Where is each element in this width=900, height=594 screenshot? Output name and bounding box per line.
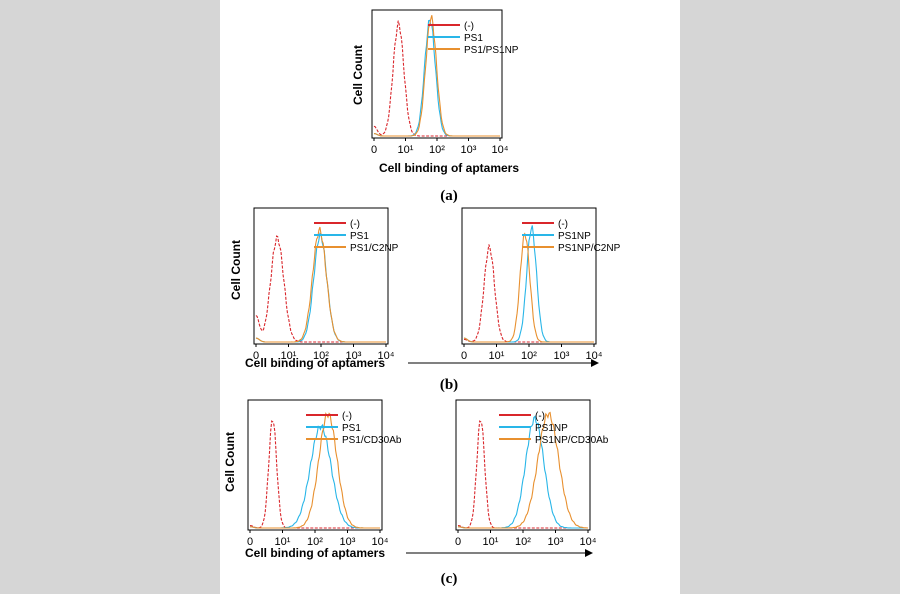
panel-label: (c) <box>441 571 458 587</box>
x-tick-label: 10² <box>429 144 445 156</box>
x-tick-label: 10⁴ <box>586 350 603 362</box>
x-tick-label: 10⁴ <box>492 144 509 156</box>
legend-label: PS1 <box>342 423 361 434</box>
x-axis-label: Cell binding of aptamers <box>245 546 385 560</box>
x-tick-label: 10³ <box>461 144 477 156</box>
plot-frame <box>456 400 590 530</box>
legend-label: (-) <box>558 219 568 230</box>
legend-label: PS1NP/CD30Ab <box>535 435 609 446</box>
plot-frame <box>248 400 382 530</box>
x-ticks: 0 10¹ 10² 10³ 10⁴ <box>461 344 603 362</box>
x-axis-label: Cell binding of aptamers <box>379 161 519 175</box>
y-axis-label: Cell Count <box>351 45 365 105</box>
legend-label: PS1/CD30Ab <box>342 435 402 446</box>
legend-label: (-) <box>342 411 352 422</box>
x-tick-label: 0 <box>371 144 377 156</box>
x-tick-label: 10¹ <box>398 144 414 156</box>
x-tick-label: 10⁴ <box>580 536 597 548</box>
legend-label: PS1 <box>464 33 483 44</box>
x-axis-label: Cell binding of aptamers <box>245 356 385 370</box>
x-tick-label: 10² <box>515 536 531 548</box>
legend-label: (-) <box>464 21 474 32</box>
x-tick-label: 0 <box>461 350 467 362</box>
legend-label: (-) <box>350 219 360 230</box>
figure: 0 10¹ 10² 10³ 10⁴ (-) PS1 PS1/PS1NP Cell Count… <box>220 0 680 594</box>
series-ps1np-cd30ab-line <box>458 413 588 529</box>
x-ticks: 0 10¹ 10² 10³ 10⁴ <box>455 530 597 548</box>
x-tick-label: 10² <box>521 350 537 362</box>
legend-label: (-) <box>535 411 545 422</box>
legend-label: PS1NP/C2NP <box>558 243 621 254</box>
legend-label: PS1 <box>350 231 369 242</box>
y-axis-label: Cell Count <box>229 240 243 300</box>
x-tick-label: 10¹ <box>489 350 505 362</box>
legend-label: PS1/PS1NP <box>464 45 519 56</box>
x-tick-label: 10³ <box>554 350 570 362</box>
panel-label: (b) <box>440 377 458 393</box>
plot-frame <box>254 208 388 344</box>
panel-label: (a) <box>440 188 458 204</box>
x-tick-label: 10¹ <box>483 536 499 548</box>
legend-label: PS1/C2NP <box>350 243 399 254</box>
plot-frame <box>462 208 596 344</box>
histogram-curves <box>458 413 588 529</box>
legend-label: PS1NP <box>535 423 568 434</box>
x-tick-label: 10³ <box>548 536 564 548</box>
y-axis-label: Cell Count <box>223 432 237 492</box>
x-tick-label: 0 <box>455 536 461 548</box>
legend-label: PS1NP <box>558 231 591 242</box>
x-ticks: 0 10¹ 10² 10³ 10⁴ <box>371 138 509 156</box>
